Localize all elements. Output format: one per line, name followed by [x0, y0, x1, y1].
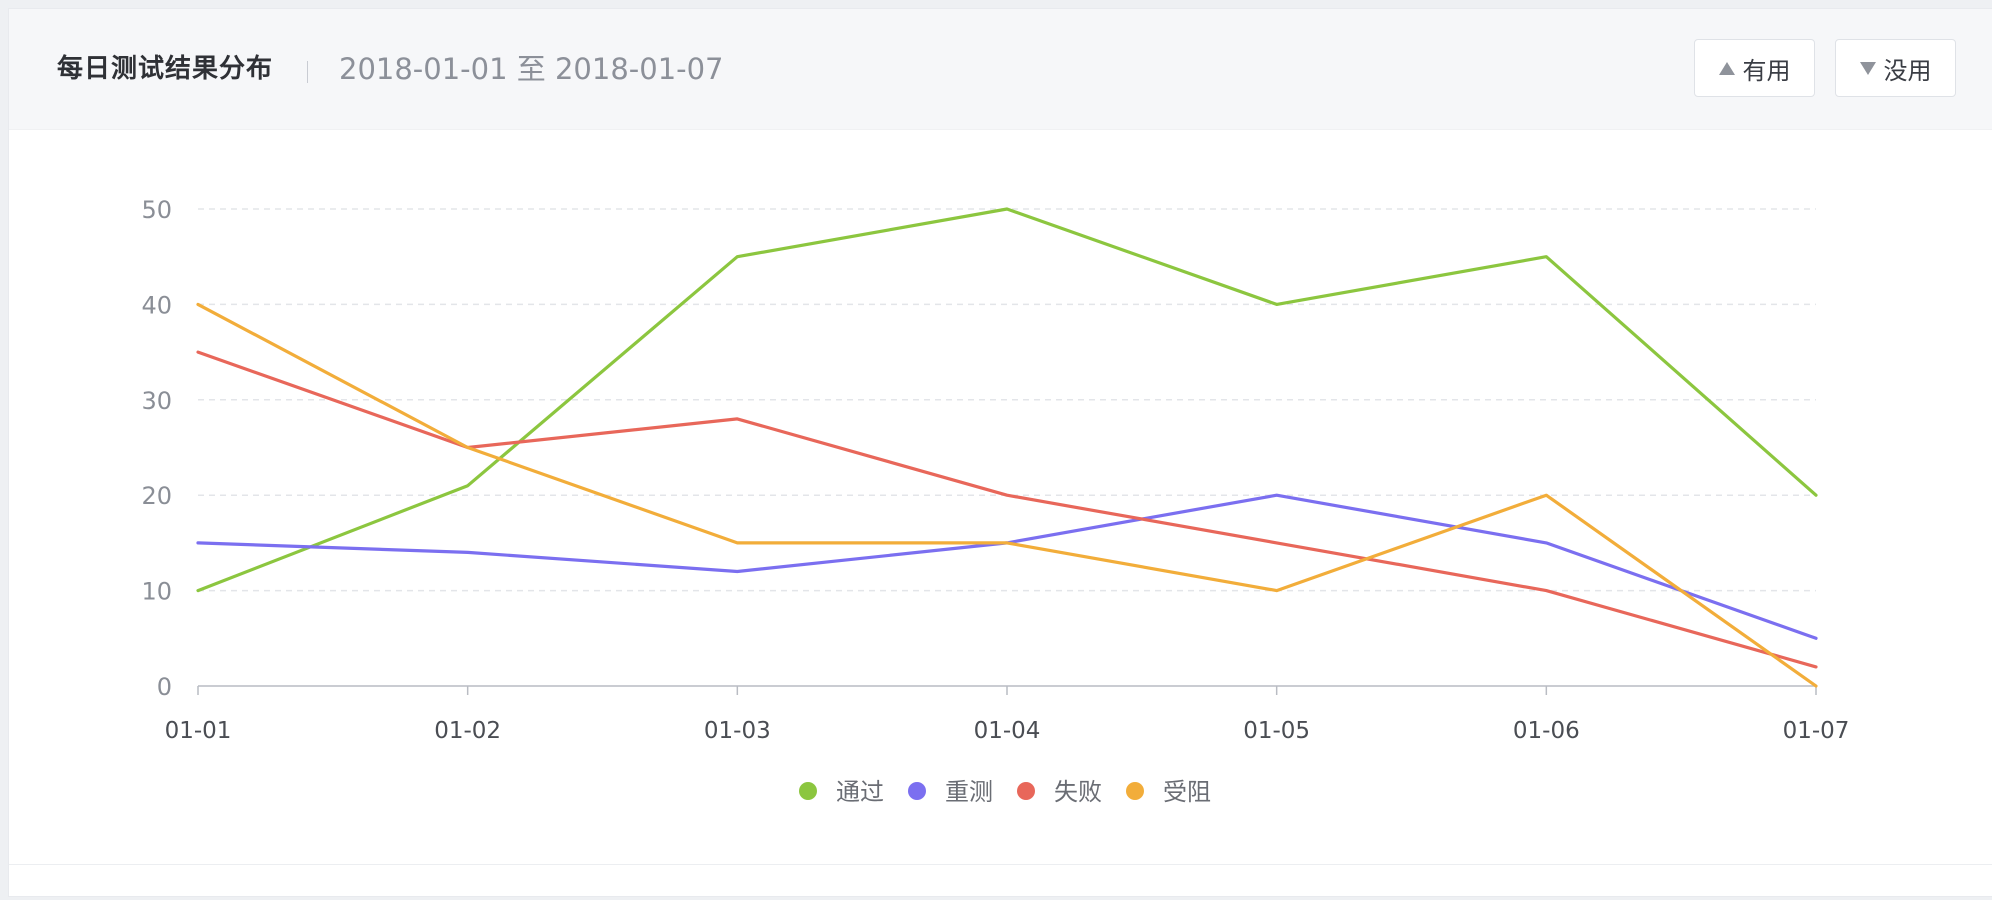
- legend-marker: [908, 782, 926, 800]
- triangle-up-icon: [1718, 61, 1735, 75]
- x-tick-label: 01-06: [1513, 718, 1580, 744]
- legend-item[interactable]: 重测: [908, 778, 993, 806]
- x-tick-label: 01-02: [434, 718, 501, 744]
- legend-label: 受阻: [1163, 778, 1211, 806]
- axes: 0 10 20 30 40 50 01-01 01-02 01-03 01-04 01-05 01-0…: [141, 196, 1849, 744]
- legend-marker: [799, 782, 817, 800]
- panel-header: 每日测试结果分布 2018-01-01 至 2018-01-07 有用 没用: [9, 9, 1992, 130]
- legend-item[interactable]: 受阻: [1126, 778, 1211, 806]
- series-line: [196, 302, 1818, 688]
- useful-button[interactable]: 有用: [1694, 39, 1815, 97]
- chart-title: 每日测试结果分布: [57, 54, 274, 84]
- series-line: [196, 207, 1818, 593]
- legend: 通过 重测 失败 受阻: [799, 778, 1211, 806]
- date-range: 2018-01-01 至 2018-01-07: [339, 52, 724, 86]
- chart-panel: 每日测试结果分布 2018-01-01 至 2018-01-07 有用 没用 0…: [9, 9, 1992, 896]
- legend-item[interactable]: 失败: [1017, 778, 1102, 806]
- triangle-down-icon: [1859, 61, 1876, 75]
- y-tick-label: 30: [141, 387, 172, 415]
- panel-bottom-divider: [9, 864, 1992, 865]
- x-tick-label: 01-04: [974, 718, 1041, 744]
- series-lines: [196, 207, 1818, 688]
- y-tick-label: 50: [141, 196, 172, 224]
- legend-label: 重测: [945, 778, 993, 806]
- legend-label: 失败: [1054, 778, 1102, 806]
- useful-button-label: 有用: [1742, 56, 1791, 85]
- y-tick-label: 20: [141, 482, 172, 510]
- x-tick-label: 01-07: [1783, 718, 1850, 744]
- y-tick-label: 0: [157, 673, 172, 701]
- y-tick-label: 40: [141, 291, 172, 319]
- x-tick-label: 01-01: [165, 718, 232, 744]
- legend-marker: [1126, 782, 1144, 800]
- series-line: [196, 493, 1818, 640]
- useless-button[interactable]: 没用: [1835, 39, 1956, 97]
- x-tick-label: 01-05: [1243, 718, 1310, 744]
- y-tick-label: 10: [141, 578, 172, 606]
- legend-label: 通过: [836, 778, 884, 806]
- useless-button-label: 没用: [1883, 56, 1932, 85]
- legend-item[interactable]: 通过: [799, 778, 884, 806]
- grid: [198, 208, 1816, 592]
- x-tick-label: 01-03: [704, 718, 771, 744]
- legend-marker: [1017, 782, 1035, 800]
- title-divider: [307, 61, 308, 83]
